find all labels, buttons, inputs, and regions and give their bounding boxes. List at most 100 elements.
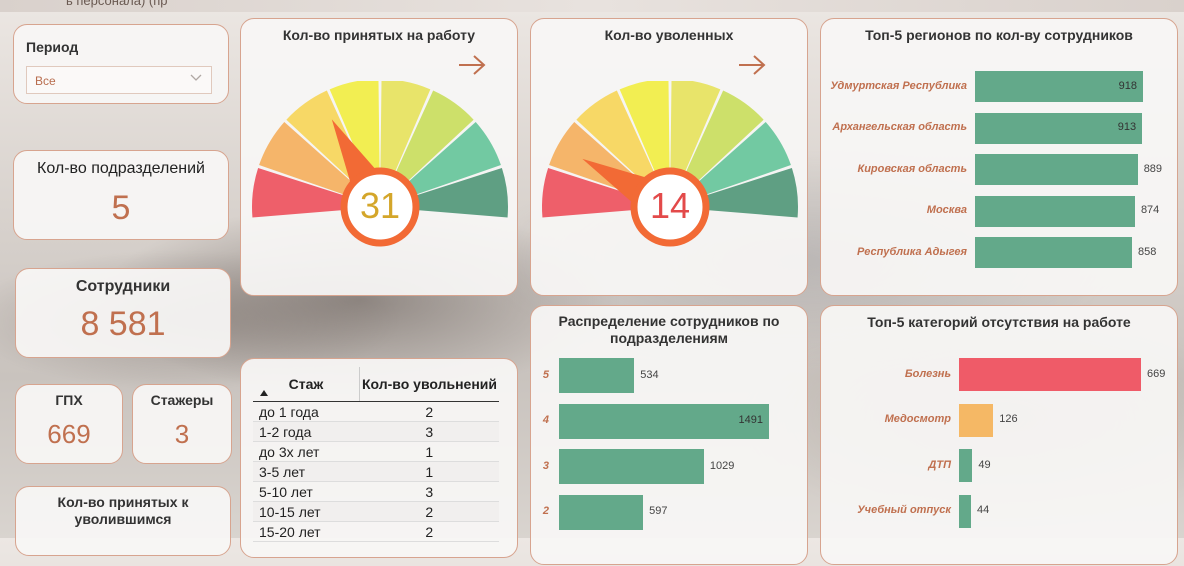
interns-kpi-card: Стажеры 3 (132, 384, 232, 464)
bar-value-label: 874 (1140, 204, 1160, 216)
period-label: Период (26, 39, 79, 55)
gph-label: ГПХ (55, 392, 83, 408)
hired-to-fired-label: Кол-во принятых к уволившимся (57, 494, 189, 527)
dismissals-cell: 3 (359, 481, 499, 502)
absence-bar-chart: Болезнь 669 Медосмотр 126 ДТП 49 Учебный отпус… (821, 306, 1179, 566)
tenure-cell: до 1 года (253, 401, 360, 422)
bar-category-label: Архангельская область (832, 121, 967, 133)
absence-chart-card: Топ-5 категорий отсутствия на работе Бол… (820, 305, 1178, 565)
dismissals-cell: 2 (359, 401, 499, 422)
bar-value-label: 669 (1147, 367, 1166, 380)
arrow-right-icon[interactable] (737, 54, 767, 76)
regions-chart-title: Топ-5 регионов по кол-ву сотрудников (865, 27, 1133, 43)
column-header-tenure[interactable]: Стаж (253, 367, 360, 402)
gauge-segment (380, 81, 431, 174)
bar-value-label: 44 (976, 504, 990, 516)
interns-label: Стажеры (150, 392, 214, 408)
bar[interactable] (975, 237, 1133, 268)
bar[interactable] (975, 154, 1138, 185)
divisions-label: Кол-во подразделений (37, 160, 205, 177)
gauge-segment (394, 90, 474, 183)
dismissals-cell: 3 (359, 421, 499, 442)
bar[interactable] (975, 71, 1143, 102)
hired-gauge-card: Кол-во принятых на работу 31 (240, 18, 518, 296)
bar[interactable] (559, 494, 644, 530)
divisions-chart-card: Распределение сотрудников по подразделен… (530, 305, 808, 565)
gph-kpi-card: ГПХ 669 (15, 384, 123, 464)
bar-category-label: Болезнь (904, 367, 951, 380)
bar[interactable] (959, 403, 994, 437)
gauge-segment (329, 81, 380, 174)
absence-chart-title: Топ-5 категорий отсутствия на работе (867, 314, 1131, 330)
divisions-kpi-card: Кол-во подразделений 5 (13, 150, 229, 240)
regions-bar-chart: Удмуртская Республика 918 Архангельская об… (821, 19, 1179, 297)
bar-value-label: 534 (640, 368, 659, 381)
bar-value-label: 1491 (738, 414, 763, 426)
bar-category-label: ДТП (928, 458, 951, 471)
hired-gauge-value: 31 (359, 185, 401, 226)
bar-category-label: 2 (542, 505, 549, 517)
dismissals-cell: 1 (359, 461, 499, 482)
gauge-segment (252, 167, 346, 218)
table-row: 1-2 года 3 (253, 421, 499, 442)
hired-to-fired-card: Кол-во принятых к уволившимся (15, 486, 231, 556)
bar-value-label: 1029 (709, 459, 735, 472)
bar-category-label: 4 (542, 414, 549, 426)
top-strip: ь персонала) (пр (0, 0, 1184, 12)
tenure-table-body: до 1 года 2 1-2 года 3 до 3х лет 1 3-5 лет 1 5-1… (253, 401, 499, 542)
gauge-hub (340, 167, 420, 247)
table-row: до 3х лет 1 (253, 441, 499, 462)
tenure-cell: 1-2 года (253, 421, 360, 442)
fired-gauge (542, 81, 798, 247)
bar-value-label: 889 (1143, 162, 1163, 175)
tenure-cell: 10-15 лет (253, 501, 360, 522)
bar[interactable] (559, 403, 769, 439)
bar-value-label: 858 (1138, 245, 1157, 258)
divisions-chart-title: Распределение сотрудников по подразделен… (558, 313, 780, 346)
table-row: 15-20 лет 2 (253, 521, 499, 542)
gauge-segment (704, 167, 798, 218)
column-header-dismissals[interactable]: Кол-во увольнений (359, 367, 499, 402)
tenure-cell: 15-20 лет (253, 521, 360, 542)
employees-kpi-card: Сотрудники 8 581 (15, 268, 231, 358)
divisions-value: 5 (111, 189, 131, 227)
regions-chart-card: Топ-5 регионов по кол-ву сотрудников Удм… (820, 18, 1178, 296)
hired-gauge-title: Кол-во принятых на работу (282, 27, 476, 43)
tenure-cell: 3-5 лет (253, 461, 360, 482)
bar[interactable] (959, 449, 973, 482)
bar[interactable] (975, 195, 1135, 227)
gauge-segment (696, 121, 791, 196)
dismissals-cell: 2 (359, 501, 499, 522)
bar-value-label: 49 (978, 458, 991, 471)
divisions-bar-chart: 5 534 4 1491 3 1029 2 597 (531, 306, 809, 566)
bar-category-label: Москва (926, 204, 967, 216)
gauge-segment (414, 167, 508, 218)
employees-label: Сотрудники (75, 278, 171, 295)
bar[interactable] (559, 449, 704, 484)
tenure-cell: до 3х лет (253, 441, 360, 462)
period-dropdown[interactable]: Все (26, 66, 212, 94)
arrow-right-icon[interactable] (457, 54, 487, 76)
chevron-down-icon (190, 74, 202, 81)
bar-value-label: 597 (649, 505, 668, 517)
gauge-segment (619, 81, 670, 174)
hired-gauge (252, 81, 508, 247)
bar[interactable] (959, 358, 1141, 391)
bar[interactable] (959, 494, 971, 528)
bar-category-label: Медосмотр (884, 413, 951, 425)
interns-value: 3 (174, 419, 190, 449)
gauge-segment (670, 81, 721, 174)
bar[interactable] (975, 112, 1143, 144)
bar[interactable] (559, 358, 635, 393)
gauge-hub (630, 167, 710, 247)
bar-value-label: 126 (999, 413, 1018, 425)
table-row: 3-5 лет 1 (253, 461, 499, 482)
fired-gauge-title: Кол-во уволенных (604, 27, 734, 43)
bar-value-label: 918 (1118, 79, 1137, 92)
tenure-cell: 5-10 лет (253, 481, 360, 502)
bar-category-label: 5 (542, 368, 549, 381)
dismissals-cell: 1 (359, 441, 499, 462)
bar-category-label: Учебный отпуск (857, 504, 951, 516)
table-header-row: Стаж Кол-во увольнений (253, 367, 499, 402)
fired-gauge-value: 14 (649, 185, 691, 226)
